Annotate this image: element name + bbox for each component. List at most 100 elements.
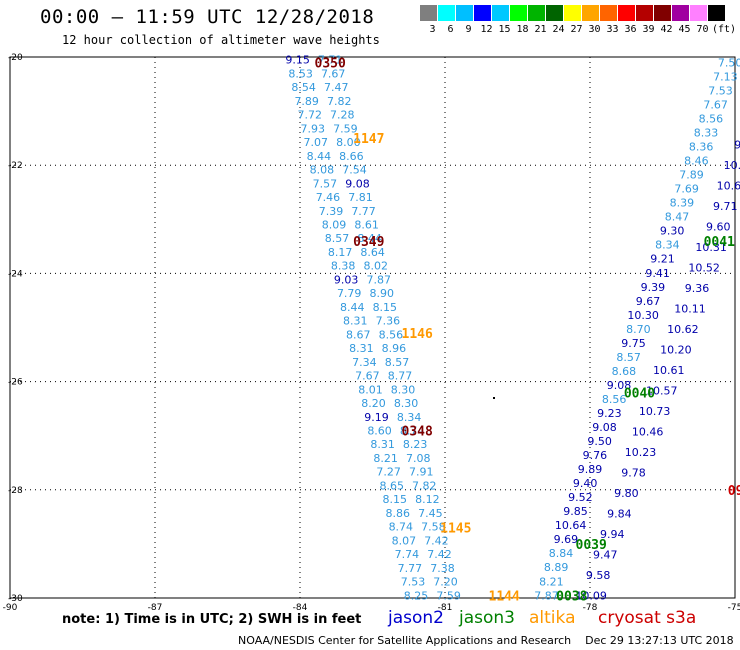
y-tick-label: -26 xyxy=(8,378,23,388)
track-east-swh-label: 10.52 xyxy=(724,159,740,172)
track-east-swh-label: 9.67 xyxy=(636,295,661,308)
color-scale-label: 27 xyxy=(570,24,583,35)
track-east-swh-label: 9.23 xyxy=(597,407,622,420)
color-scale-label: 9 xyxy=(465,24,472,35)
track-west-swh-label: 7.36 xyxy=(376,315,401,328)
footer-note: note: 1) Time is in UTC; 2) SWH is in fe… xyxy=(62,612,362,627)
track-west-swh-label: 7.38 xyxy=(430,562,455,575)
track-east-swh-label: 7.89 xyxy=(679,169,704,182)
x-tick-label: -90 xyxy=(3,603,18,613)
pass-time-label: 0039 xyxy=(576,538,607,553)
track-west-swh-label: 7.58 xyxy=(421,521,446,534)
track-west-swh-label: 7.77 xyxy=(351,205,376,218)
track-west-swh-label: 7.67 xyxy=(355,370,380,383)
color-swatch xyxy=(600,5,617,21)
track-east-swh-label: 7.69 xyxy=(674,183,699,196)
pass-time-label: 1147 xyxy=(353,132,384,147)
track-west-swh-label: 7.53 xyxy=(401,576,426,589)
y-tick-label: -22 xyxy=(8,161,23,171)
track-west-swh-label: 9.15 xyxy=(285,54,310,67)
track-west-swh-label: 8.74 xyxy=(389,521,414,534)
track-east-swh-label: 9.21 xyxy=(650,253,675,266)
track-west-swh-label: 7.39 xyxy=(319,205,344,218)
track-east-swh-label: 8.68 xyxy=(612,365,637,378)
track-west-swh-label: 7.91 xyxy=(409,466,434,479)
track-west-swh-label: 8.30 xyxy=(391,383,416,396)
color-scale-label: 42 xyxy=(660,24,673,35)
color-swatch xyxy=(456,5,473,21)
color-scale-label: 36 xyxy=(624,24,637,35)
track-west-swh-label: 7.07 xyxy=(304,136,329,149)
track-west-swh-label: 7.20 xyxy=(433,576,458,589)
x-tick-label: -78 xyxy=(583,603,598,613)
track-west-swh-label: 7.42 xyxy=(424,534,449,547)
mission-label-jason2: jason2 xyxy=(388,608,444,628)
track-east-swh-label: 7.13 xyxy=(713,70,738,83)
track-west-swh-label: 7.87 xyxy=(366,273,391,286)
track-west-swh-label: 7.28 xyxy=(330,109,355,122)
track-west-swh-label: 7.08 xyxy=(406,452,431,465)
generated-timestamp: Dec 29 13:27:13 UTC 2018 xyxy=(585,634,734,647)
track-east-swh-label: 9.39 xyxy=(641,281,666,294)
track-east-swh-label: 9.50 xyxy=(587,435,612,448)
track-east-swh-label: 10.61 xyxy=(653,364,685,377)
track-west-swh-label: 8.44 xyxy=(357,232,382,245)
track-east-swh-label: 7.67 xyxy=(703,98,728,111)
track-west-swh-label: 7.93 xyxy=(301,122,326,135)
track-east-swh-label: 10.31 xyxy=(695,241,727,254)
track-east-swh-label: 9.58 xyxy=(586,569,611,582)
track-west-swh-label: 8.65 xyxy=(379,479,404,492)
track-east-swh-label: 8.84 xyxy=(549,547,574,560)
color-scale-label: 70 xyxy=(696,24,709,35)
color-swatch xyxy=(672,5,689,21)
track-east-swh-label: 10.64 xyxy=(555,519,587,532)
track-east-swh-label: 9.08 xyxy=(607,379,632,392)
track-west-swh-label: 7.82 xyxy=(327,95,352,108)
track-west-swh-label: 8.53 xyxy=(288,67,313,80)
pass-time-label: 0038 xyxy=(556,589,587,604)
track-west-swh-label: 7.27 xyxy=(376,466,401,479)
track-west-swh-label: 8.15 xyxy=(373,301,398,314)
track-west-swh-label: 8.54 xyxy=(291,81,316,94)
color-scale-label: 18 xyxy=(516,24,529,35)
color-scale-label: 45 xyxy=(678,24,691,35)
track-east-swh-label: 10.52 xyxy=(688,261,720,274)
x-tick-label: -84 xyxy=(293,603,308,613)
track-west-swh-label: 7.47 xyxy=(324,81,349,94)
track-east-swh-label: 9.47 xyxy=(593,548,618,561)
credit-text: NOAA/NESDIS Center for Satellite Applica… xyxy=(238,634,572,647)
track-west-swh-label: 8.57 xyxy=(325,232,350,245)
track-east-swh-label: 9.40 xyxy=(573,477,598,490)
track-east-swh-label: 9.93 xyxy=(734,138,740,151)
track-west-swh-label: 7.74 xyxy=(395,548,420,561)
color-scale-label: 15 xyxy=(498,24,511,35)
track-west-swh-label: 8.56 xyxy=(379,328,404,341)
track-east-swh-label: 10.11 xyxy=(674,302,706,315)
color-swatch xyxy=(690,5,707,21)
x-tick-label: -81 xyxy=(438,603,453,613)
track-east-swh-label: 9.75 xyxy=(621,337,646,350)
track-west-swh-label: 7.57 xyxy=(313,177,338,190)
y-tick-label: -20 xyxy=(8,53,23,63)
track-east-swh-label: 8.36 xyxy=(689,141,714,154)
color-swatch xyxy=(618,5,635,21)
track-west-swh-label: 7.89 xyxy=(294,95,319,108)
track-west-swh-label: 8.90 xyxy=(370,287,395,300)
track-west-swh-label: 7.59 xyxy=(436,589,461,602)
track-west-swh-label: 8.61 xyxy=(354,219,379,232)
track-west-swh-label: 8.31 xyxy=(343,315,368,328)
track-west-swh-label: 8.00 xyxy=(336,136,361,149)
y-tick-label: -24 xyxy=(8,269,23,279)
track-east-swh-label: 9.89 xyxy=(578,463,603,476)
track-east-swh-label: 10.46 xyxy=(632,425,664,438)
color-swatch xyxy=(708,5,725,21)
track-west-swh-label: 7.59 xyxy=(333,122,358,135)
track-east-swh-label: 9.71 xyxy=(713,200,738,213)
track-west-swh-label: 8.25 xyxy=(404,589,429,602)
track-east-swh-label: 8.57 xyxy=(616,351,641,364)
color-scale-label: 39 xyxy=(642,24,655,35)
track-west-swh-label: 7.34 xyxy=(352,356,377,369)
color-scale-label: 30 xyxy=(588,24,601,35)
color-scale-label: (ft) xyxy=(712,24,737,35)
color-scale-label: 21 xyxy=(534,24,547,35)
